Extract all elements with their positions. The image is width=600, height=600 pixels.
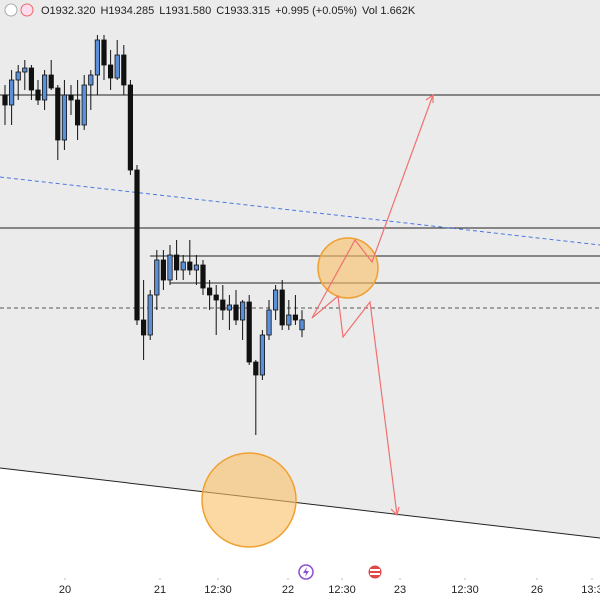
menu-icon[interactable] (4, 3, 18, 17)
trend-line (0, 176, 600, 246)
projection-arrow (311, 294, 398, 516)
legend-text: H1934.285 (100, 5, 154, 17)
ohlc-legend: O1932.320 H1934.285 L1931.580 C1933.315 +0.9… (41, 5, 416, 17)
legend-text: L1931.580 (159, 5, 211, 17)
channel-fill (0, 0, 600, 538)
legend-text: +0.995 (+0.05%) (275, 5, 357, 17)
candle-body (299, 319, 305, 331)
candle-body (279, 289, 285, 326)
candle-body (167, 254, 173, 281)
candle-body (259, 334, 266, 376)
candle-body (55, 87, 61, 141)
legend-text: Vol 1.662K (362, 5, 416, 17)
candle-body (240, 301, 246, 321)
candle-body (147, 294, 153, 336)
candle-body (2, 94, 8, 106)
legend-text: C1933.315 (216, 5, 270, 17)
candle-body (61, 94, 68, 141)
x-tick-label: 12:30 (328, 584, 356, 596)
candle-body (193, 264, 200, 271)
candle-body (88, 74, 94, 86)
candle-body (292, 314, 299, 321)
legend-text: O1932.320 (41, 5, 95, 17)
symbol-icon[interactable] (20, 3, 34, 17)
flag-icon-stripe (370, 573, 380, 575)
highlight-circle (317, 237, 379, 299)
x-tick-label: 23 (394, 584, 406, 596)
candle-body (220, 299, 226, 311)
x-tick-label: 12:30 (204, 584, 232, 596)
x-tick-label: 22 (282, 584, 294, 596)
candle-body (174, 254, 180, 271)
candle-body (68, 94, 74, 101)
candle-body (213, 294, 219, 301)
candle-body (101, 39, 107, 66)
x-tick-label: 12:30 (451, 584, 479, 596)
arrow-head (425, 93, 434, 103)
candle-body (15, 71, 21, 81)
candle-body (35, 89, 41, 101)
x-tick-label: 26 (531, 584, 543, 596)
candle-body (246, 301, 252, 363)
candle-body (42, 74, 48, 101)
candle-body (48, 74, 54, 89)
candle-body (141, 319, 147, 336)
candle-body (266, 309, 272, 336)
candle-body (207, 287, 213, 296)
candle-body (75, 99, 81, 126)
x-tick-label: 13:3 (581, 584, 600, 596)
candle-body (134, 169, 140, 321)
candle-body (28, 67, 35, 91)
candle-body (108, 64, 114, 79)
candle-body (273, 289, 279, 311)
candle-body (233, 304, 239, 321)
candle-body (22, 67, 28, 73)
candle-body (187, 261, 193, 271)
highlight-circle (201, 452, 297, 548)
candle-body (154, 259, 160, 296)
projection-arrow (311, 94, 434, 319)
arrow-head (390, 506, 400, 517)
candle-body (114, 54, 120, 79)
candle-body (180, 261, 186, 271)
flag-icon-stripe (370, 569, 380, 571)
candle-body (200, 264, 206, 289)
candle-body (81, 84, 87, 126)
candle-body (127, 84, 134, 171)
candle-body (121, 54, 127, 86)
candle-body (253, 361, 259, 376)
x-tick-label: 21 (154, 584, 166, 596)
candle-body (160, 259, 167, 281)
event-icon-glyph (303, 567, 309, 577)
x-tick-label: 20 (59, 584, 71, 596)
trend-line (0, 467, 600, 539)
candle-body (286, 314, 292, 326)
time-axis (0, 578, 600, 600)
candle-body (9, 79, 15, 106)
candle-body (226, 304, 233, 311)
candle-body (94, 39, 101, 76)
candles (2, 35, 305, 435)
flag-icon[interactable] (367, 564, 383, 580)
